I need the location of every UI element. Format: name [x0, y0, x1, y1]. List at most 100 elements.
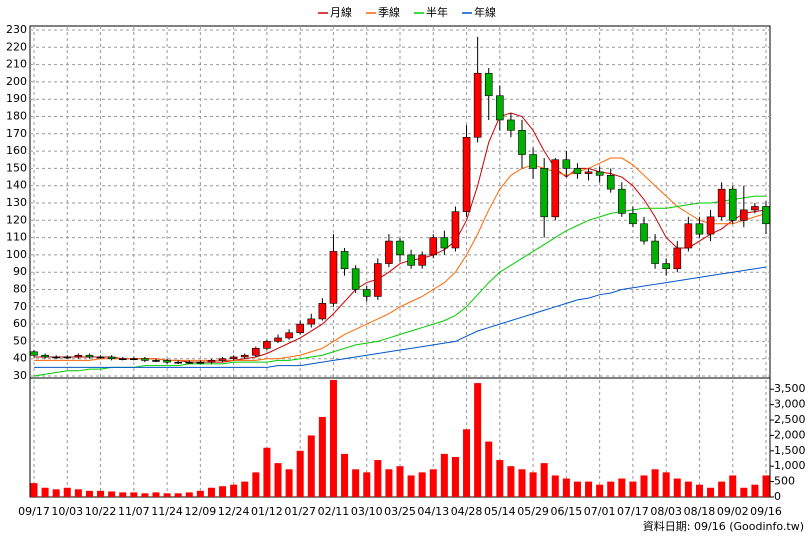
volume-bar	[740, 487, 748, 497]
volume-bar	[762, 475, 770, 497]
candle-body	[152, 360, 160, 362]
volume-bar	[596, 484, 604, 497]
candle-body	[418, 254, 426, 266]
volume-bar	[130, 492, 138, 497]
volume-tick-label: 3,500	[774, 382, 806, 395]
volume-bar	[41, 487, 49, 497]
candle-body	[751, 206, 759, 211]
volume-bar	[684, 481, 692, 497]
volume-bar	[329, 380, 337, 497]
volume-tick-label: 1,000	[774, 459, 806, 472]
y-tick-label: 140	[6, 179, 27, 192]
x-tick-label: 11/24	[151, 505, 183, 518]
volume-bar	[163, 493, 171, 497]
candle-body	[63, 356, 72, 359]
volume-bar	[318, 416, 326, 497]
candle-body	[252, 348, 260, 356]
volume-bar	[407, 475, 415, 497]
x-tick-label: 11/07	[118, 505, 150, 518]
y-tick-label: 110	[6, 231, 27, 244]
x-tick-label: 04/28	[451, 505, 483, 518]
volume-bar	[63, 487, 71, 497]
x-tick-label: 01/12	[251, 505, 283, 518]
candle-body	[240, 354, 249, 358]
candle-body	[163, 360, 171, 363]
volume-bar	[718, 481, 726, 497]
candle-body	[551, 159, 560, 218]
candle-body	[618, 188, 626, 214]
candle-body	[52, 356, 60, 359]
candle-body	[651, 240, 659, 264]
candle-body	[30, 351, 38, 356]
candle-body	[141, 358, 149, 361]
volume-bar	[285, 469, 293, 497]
candle-body	[307, 318, 316, 325]
candle-body	[540, 168, 548, 218]
y-tick-label: 220	[6, 40, 27, 53]
candle-body	[118, 358, 127, 361]
volume-bar	[662, 472, 670, 497]
volume-bar	[429, 469, 437, 497]
x-tick-label: 02/11	[318, 505, 350, 518]
candle-body	[695, 223, 704, 235]
volume-bar	[585, 481, 593, 497]
y-tick-label: 50	[13, 334, 27, 347]
volume-bar	[551, 475, 559, 497]
y-tick-label: 120	[6, 213, 27, 226]
candle-body	[595, 171, 604, 176]
x-tick-label: 08/18	[684, 505, 716, 518]
y-tick-label: 90	[13, 265, 27, 278]
y-tick-label: 100	[6, 248, 27, 261]
volume-bar	[30, 483, 38, 497]
volume-bar	[518, 469, 526, 497]
x-tick-label: 05/29	[517, 505, 549, 518]
ma-line	[34, 266, 767, 368]
candle-body	[429, 237, 438, 256]
candle-body	[740, 209, 748, 221]
volume-bar	[385, 469, 393, 497]
volume-bar	[196, 490, 204, 497]
x-tick-label: 08/03	[650, 505, 682, 518]
volume-tick-label: 2,500	[774, 413, 806, 426]
candle-body	[396, 240, 404, 256]
candle-body	[362, 289, 371, 297]
candle-body	[185, 361, 194, 364]
volume-bar	[496, 460, 504, 497]
volume-bar	[263, 447, 271, 497]
x-tick-label: 07/01	[584, 505, 616, 518]
candle-body	[518, 130, 526, 155]
candle-body	[329, 251, 338, 304]
volume-tick-label: 500	[774, 475, 795, 488]
volume-bar	[230, 484, 238, 497]
volume-bar	[463, 429, 471, 497]
volume-bar	[396, 466, 404, 497]
x-tick-label: 06/15	[551, 505, 583, 518]
volume-bar	[562, 478, 570, 497]
candle-body	[218, 358, 227, 361]
ma-line	[33, 195, 766, 377]
x-tick-label: 12/09	[185, 505, 217, 518]
y-tick-label: 70	[13, 300, 27, 313]
x-tick-label: 10/03	[51, 505, 83, 518]
candle-body	[374, 263, 382, 297]
volume-bar	[440, 453, 448, 497]
volume-bar	[640, 475, 648, 497]
volume-bar	[185, 492, 193, 497]
volume-bar	[97, 490, 105, 497]
x-tick-label: 01/27	[284, 505, 316, 518]
candle-body	[640, 223, 648, 242]
candle-body	[385, 240, 393, 264]
volume-bar	[85, 490, 93, 497]
candle-body	[340, 251, 349, 270]
volume-bar	[341, 453, 349, 497]
y-tick-label: 30	[13, 369, 27, 382]
candle-body	[684, 223, 693, 249]
volume-bar	[296, 450, 304, 497]
legend-label: 季線	[378, 5, 400, 19]
candle-body	[440, 237, 449, 249]
volume-bar	[152, 492, 160, 497]
volume-bar	[673, 478, 681, 497]
y-tick-label: 130	[6, 196, 27, 209]
